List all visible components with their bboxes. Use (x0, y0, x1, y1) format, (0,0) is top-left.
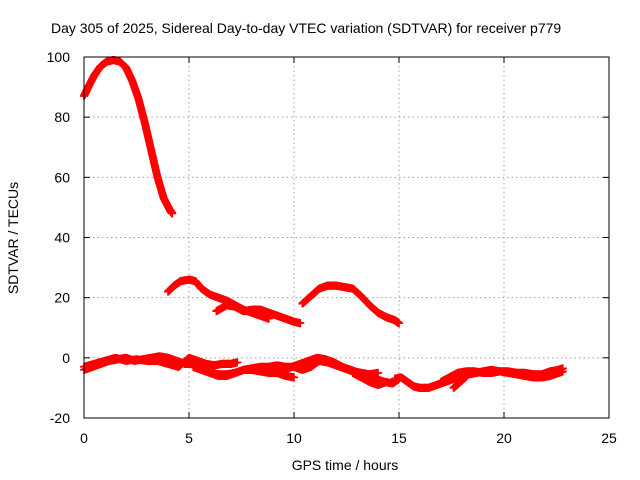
series-arc-3 (212, 301, 305, 328)
series-arc-9 (348, 368, 391, 389)
data-point-marker (558, 364, 567, 373)
y-tick-label: 40 (54, 230, 70, 246)
data-points (80, 56, 567, 392)
series-arc-6 (80, 353, 242, 371)
y-tick-label: -20 (50, 410, 70, 426)
data-point-marker (395, 319, 403, 328)
data-point-marker (382, 377, 391, 386)
series-arc-4 (298, 281, 403, 328)
y-tick-label: 100 (47, 49, 71, 65)
x-tick-label: 5 (185, 430, 193, 446)
y-tick-label: 60 (54, 169, 70, 185)
data-point-marker (290, 373, 298, 382)
y-tick-label: 80 (54, 109, 70, 125)
x-tick-label: 0 (80, 430, 88, 446)
y-tick-label: 0 (62, 350, 70, 366)
series-arc-1 (80, 56, 177, 218)
data-point-marker (168, 209, 177, 218)
series-arc-12 (437, 364, 567, 386)
x-tick-label: 10 (286, 430, 302, 446)
y-axis-label: SDTVAR / TECUs (5, 182, 21, 294)
chart-title: Day 305 of 2025, Sidereal Day-to-day VTE… (51, 20, 561, 36)
x-axis-ticks: 0 5 10 15 20 25 (80, 57, 617, 446)
x-tick-label: 20 (496, 430, 512, 446)
y-tick-label: 20 (54, 290, 70, 306)
x-tick-label: 25 (601, 430, 617, 446)
data-point-marker (296, 319, 305, 328)
data-point-marker (233, 358, 242, 367)
x-tick-label: 15 (391, 430, 407, 446)
x-axis-label: GPS time / hours (292, 457, 399, 473)
y-axis-ticks: -20 0 20 40 60 80 100 (47, 49, 609, 426)
grid-lines (84, 57, 609, 418)
